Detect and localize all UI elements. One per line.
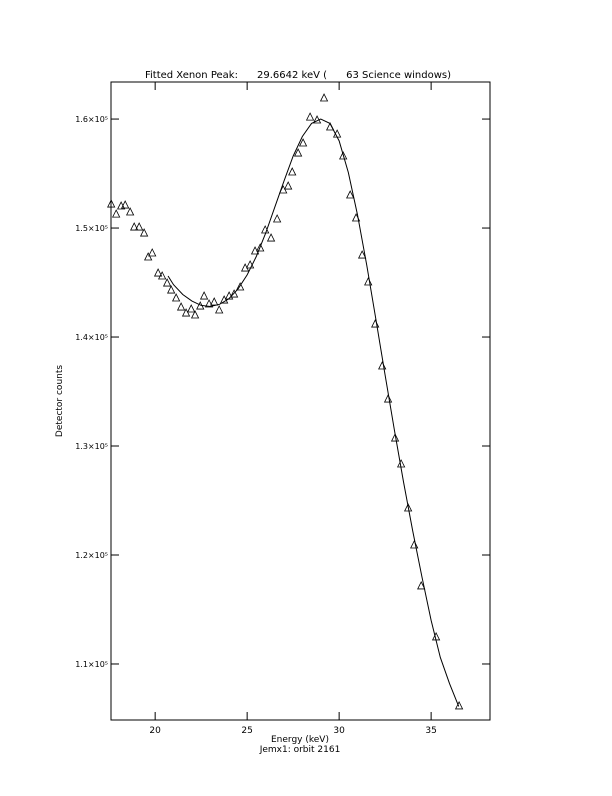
data-point	[162, 278, 172, 287]
data-point	[215, 305, 224, 314]
x-axis-label: Energy (keV)	[271, 735, 329, 745]
data-point	[417, 581, 426, 590]
x-tick-label: 35	[425, 726, 436, 736]
data-point	[204, 299, 214, 308]
subtitle: Jemx1: orbit 2161	[259, 745, 341, 755]
data-point	[305, 112, 315, 121]
data-point	[236, 282, 245, 291]
data-point	[121, 200, 130, 209]
data-point	[157, 271, 167, 280]
data-point	[229, 289, 239, 298]
data-point	[167, 285, 176, 294]
data-point	[107, 199, 116, 208]
data-point	[298, 138, 308, 147]
data-point	[256, 243, 265, 252]
data-point	[220, 295, 229, 304]
data-point	[125, 207, 135, 216]
fit-line	[167, 118, 460, 707]
y-tick-label: 1.1×10⁵	[75, 660, 108, 669]
data-point	[410, 540, 419, 549]
x-tick-label: 25	[241, 726, 252, 736]
x-tick-label: 30	[333, 726, 345, 736]
data-point	[135, 222, 144, 231]
data-point	[181, 308, 191, 317]
y-tick-label: 1.4×10⁵	[75, 333, 108, 342]
y-tick-label: 1.6×10⁵	[75, 115, 108, 124]
data-point	[130, 222, 139, 231]
data-point	[319, 93, 329, 102]
data-point	[176, 302, 186, 311]
data-point	[112, 209, 121, 218]
chart-title: Fitted Xenon Peak: 29.6642 keV ( 63 Scie…	[145, 70, 451, 81]
data-point	[288, 167, 297, 176]
data-point	[171, 293, 181, 302]
data-point	[454, 701, 464, 710]
y-axis-label: Detector counts	[55, 365, 65, 437]
y-tick-label: 1.5×10⁵	[75, 224, 108, 233]
data-point	[272, 214, 282, 223]
data-point	[139, 228, 149, 237]
data-point	[403, 503, 413, 512]
data-point	[383, 394, 393, 403]
data-point	[187, 304, 196, 313]
data-point	[346, 190, 355, 199]
plot-frame	[110, 81, 491, 721]
data-point	[148, 248, 157, 257]
data-point	[293, 148, 303, 157]
data-point	[357, 250, 367, 259]
data-point	[199, 291, 209, 300]
data-point	[390, 433, 400, 442]
y-tick-label: 1.3×10⁵	[75, 442, 108, 451]
data-point	[153, 268, 163, 277]
data-point	[266, 233, 276, 242]
data-point	[339, 151, 348, 160]
y-tick-label: 1.2×10⁵	[75, 551, 108, 560]
data-point	[284, 181, 293, 190]
data-point	[144, 252, 153, 261]
data-point	[210, 297, 219, 306]
x-tick-label: 20	[149, 726, 161, 736]
data-point	[190, 310, 200, 319]
